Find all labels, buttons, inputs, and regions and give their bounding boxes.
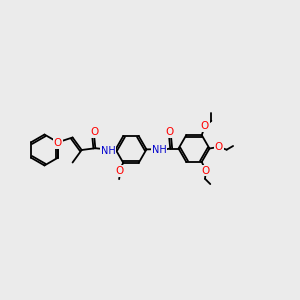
Text: O: O: [54, 138, 62, 148]
Text: O: O: [90, 127, 98, 137]
Text: O: O: [165, 127, 173, 137]
Text: O: O: [116, 166, 124, 176]
Text: O: O: [201, 121, 209, 131]
Text: NH: NH: [101, 146, 116, 156]
Text: O: O: [215, 142, 223, 152]
Text: O: O: [202, 166, 210, 176]
Text: NH: NH: [152, 145, 167, 155]
